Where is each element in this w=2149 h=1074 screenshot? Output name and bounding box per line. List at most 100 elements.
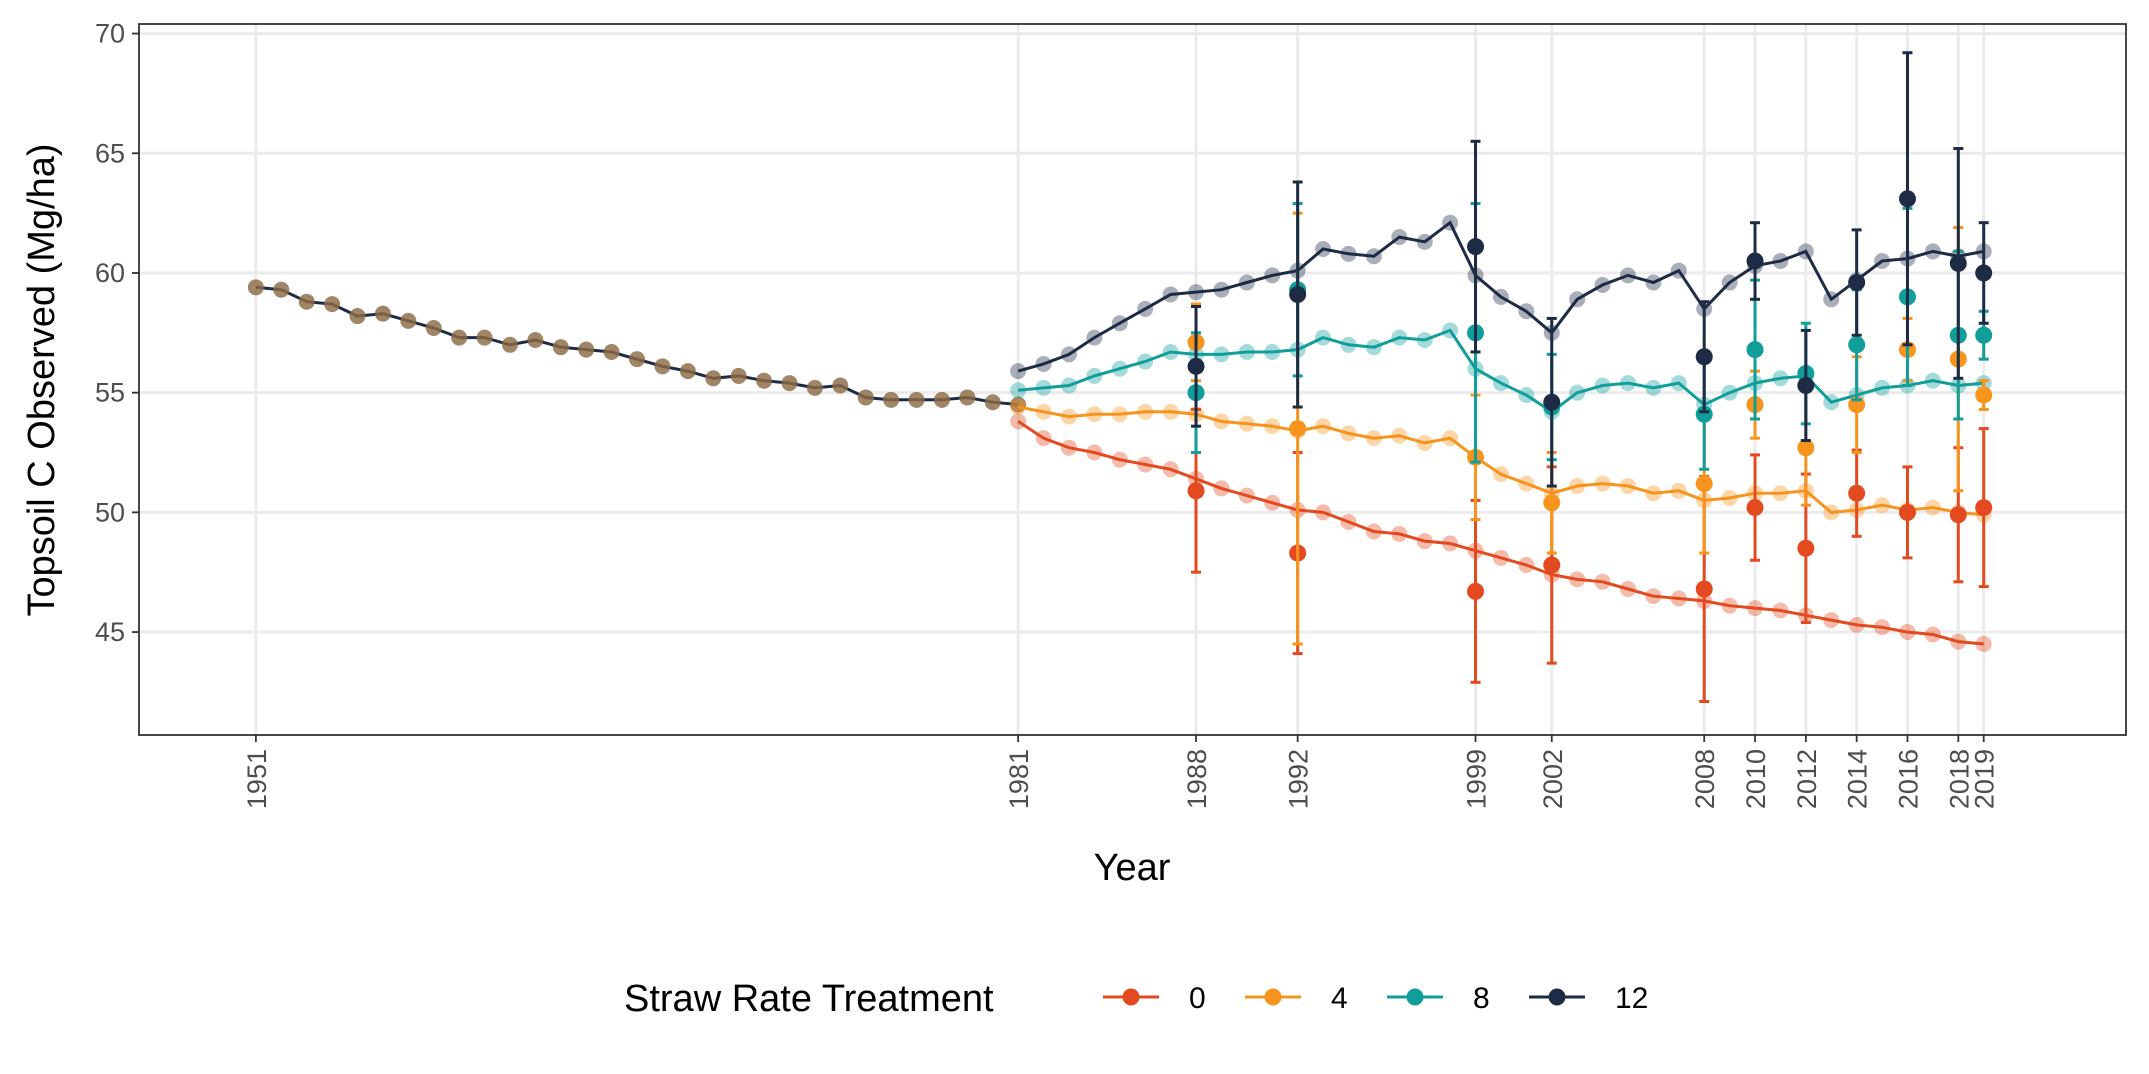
baseline-point	[298, 293, 315, 310]
series-point-0	[1975, 636, 1992, 653]
series-point-12	[1594, 276, 1611, 293]
series-point-12	[1391, 229, 1408, 246]
series-point-0	[1264, 494, 1281, 511]
series-point-0	[1848, 616, 1865, 633]
y-tick-label: 70	[95, 19, 125, 49]
axes: 45 50 55 60 65 70 1951 1981 1988 1992 1999 2002 2008…	[95, 19, 2000, 810]
series-point-0	[1823, 612, 1840, 629]
series-point-0	[1315, 504, 1332, 521]
series-point-4	[1365, 430, 1382, 447]
series-point-0	[1518, 557, 1535, 574]
x-tick-label: 1999	[1462, 749, 1492, 809]
series-point-4	[1874, 497, 1891, 514]
series-point-12	[1442, 214, 1459, 231]
observed-point-4	[1797, 439, 1815, 457]
y-tick-label: 55	[95, 378, 125, 408]
baseline-point	[857, 389, 874, 406]
series-point-8	[1086, 367, 1103, 384]
series-point-4	[1518, 475, 1535, 492]
series-point-4	[1111, 406, 1128, 423]
legend-label: 8	[1473, 982, 1490, 1015]
series-point-4	[1340, 425, 1357, 442]
series-point-12	[1010, 363, 1027, 380]
series-point-8	[1010, 382, 1027, 399]
series-point-8	[1874, 379, 1891, 396]
x-tick-label: 2019	[1970, 749, 2000, 809]
series-point-4	[1772, 485, 1789, 502]
series-point-8	[1391, 329, 1408, 346]
series-point-12	[1238, 274, 1255, 291]
x-tick-label: 2008	[1690, 749, 1720, 809]
series-point-12	[1060, 346, 1077, 363]
series-point-4	[1416, 434, 1433, 451]
series-point-8	[1162, 343, 1179, 360]
legend-key-point	[1264, 988, 1282, 1006]
series-point-8	[1518, 387, 1535, 404]
series-point-8	[1035, 379, 1052, 396]
baseline-point	[349, 308, 366, 325]
legend-keys: 0 4 8 12	[1103, 982, 1648, 1015]
series-point-8	[1365, 339, 1382, 356]
baseline-point	[603, 343, 620, 360]
observed-point-12	[1949, 254, 1967, 272]
x-tick-label: 1951	[242, 749, 272, 809]
series-point-0	[1594, 573, 1611, 590]
baseline-point	[883, 391, 900, 408]
observed-point-0	[1746, 499, 1764, 517]
baseline-point	[247, 279, 264, 296]
baseline-point	[552, 339, 569, 356]
observed-point-12	[1975, 264, 1993, 282]
series-point-12	[1492, 288, 1509, 305]
observed-point-8	[1746, 341, 1764, 359]
x-tick-label: 1981	[1004, 749, 1034, 809]
series-point-0	[1950, 633, 1967, 650]
series-point-12	[1162, 286, 1179, 303]
series-point-4	[1442, 430, 1459, 447]
series-point-4	[1645, 485, 1662, 502]
observed-point-0	[1949, 506, 1967, 524]
series-line-4	[1017, 405, 1984, 517]
series-point-0	[1569, 571, 1586, 588]
legend: Straw Rate Treatment 0 4 8 12	[624, 978, 1648, 1020]
series-point-4	[1315, 418, 1332, 435]
series-point-12	[1315, 241, 1332, 258]
baseline-point	[425, 320, 442, 337]
series-point-8	[1569, 384, 1586, 401]
series-point-0	[1086, 444, 1103, 461]
observed-point-0	[1187, 482, 1205, 500]
series-point-4	[1035, 403, 1052, 420]
series-point-12	[1086, 329, 1103, 346]
observed-point-0	[1467, 582, 1485, 600]
series-point-0	[1899, 624, 1916, 641]
series-point-0	[1924, 626, 1941, 643]
series-point-8	[1645, 379, 1662, 396]
series-point-8	[1772, 370, 1789, 387]
series-point-12	[1721, 274, 1738, 291]
series-point-8	[1060, 377, 1077, 394]
observed-point-0	[1975, 499, 1993, 517]
observed-point-0	[1898, 503, 1916, 521]
series-point-0	[1010, 413, 1027, 430]
observed-point-12	[1797, 376, 1815, 394]
legend-key-point	[1406, 988, 1424, 1006]
series-point-12	[1797, 243, 1814, 260]
series-point-12	[1518, 303, 1535, 320]
legend-key-point	[1122, 988, 1140, 1006]
x-tick-label: 1988	[1182, 749, 1212, 809]
series-point-4	[1264, 418, 1281, 435]
observed-point-4	[1975, 386, 1993, 404]
baseline-point	[756, 372, 773, 389]
series-point-8	[1492, 375, 1509, 392]
series-point-12	[1213, 281, 1230, 298]
observed-point-0	[1695, 580, 1713, 598]
y-tick-label: 50	[95, 497, 125, 527]
series-point-4	[1594, 475, 1611, 492]
series-point-8	[1213, 346, 1230, 363]
series-point-8	[1315, 329, 1332, 346]
series-point-0	[1162, 461, 1179, 478]
observed-point-0	[1543, 556, 1561, 574]
series-point-4	[1619, 478, 1636, 495]
x-tick-label: 2014	[1843, 749, 1873, 809]
series-point-8	[1340, 336, 1357, 353]
